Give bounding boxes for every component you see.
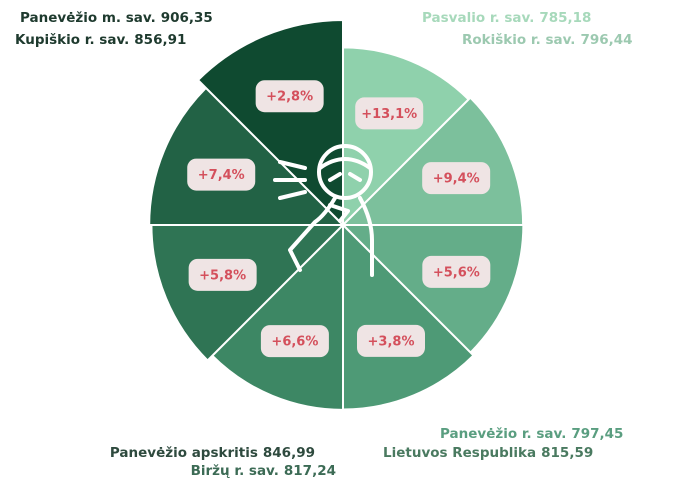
region-value: 906,35 <box>161 10 213 26</box>
change-label: +2,8% <box>266 90 313 105</box>
region-name: Panevėžio r. sav. <box>440 426 566 442</box>
region-name: Kupiškio r. sav. <box>15 32 129 48</box>
region-label: Panevėžio m. sav. 906,35 <box>20 10 213 26</box>
region-label: Panevėžio r. sav. 797,45 <box>440 426 623 442</box>
change-label: +13,1% <box>361 107 417 122</box>
region-name: Pasvalio r. sav. <box>422 10 534 26</box>
change-pill <box>255 80 324 113</box>
change-label: +3,8% <box>368 334 415 349</box>
region-value: 856,91 <box>134 32 186 48</box>
region-label: Pasvalio r. sav. 785,18 <box>422 10 591 26</box>
change-pill <box>188 258 257 291</box>
region-label: Kupiškio r. sav. 856,91 <box>15 32 186 48</box>
region-value: 796,44 <box>580 32 632 48</box>
change-label: +9,4% <box>433 172 480 187</box>
region-name: Biržų r. sav. <box>191 463 279 479</box>
change-pill <box>357 324 426 357</box>
region-name: Lietuvos Respublika <box>383 445 536 461</box>
region-label: Rokiškio r. sav. 796,44 <box>462 32 633 48</box>
sector <box>196 18 344 228</box>
region-value: 846,99 <box>263 445 315 461</box>
region-value: 815,59 <box>541 445 593 461</box>
change-label: +7,4% <box>198 168 245 183</box>
region-label: Lietuvos Respublika 815,59 <box>383 445 593 461</box>
region-name: Panevėžio apskritis <box>110 445 258 461</box>
sector <box>148 86 346 226</box>
region-label: Biržų r. sav. 817,24 <box>191 463 336 479</box>
change-pill <box>355 97 424 130</box>
change-pill <box>422 255 491 288</box>
sector <box>342 46 470 228</box>
sector <box>210 222 344 411</box>
change-label: +5,6% <box>433 265 480 280</box>
region-name: Panevėžio m. sav. <box>20 10 156 26</box>
sneeze-icon <box>273 144 374 277</box>
change-pill <box>260 325 329 358</box>
change-pill <box>422 162 491 195</box>
sector <box>342 222 475 411</box>
region-value: 797,45 <box>571 426 623 442</box>
region-label: Panevėžio apskritis 846,99 <box>110 445 315 461</box>
change-label: +6,6% <box>271 335 318 350</box>
region-value: 785,18 <box>539 10 591 26</box>
region-name: Rokiškio r. sav. <box>462 32 575 48</box>
region-value: 817,24 <box>284 463 336 479</box>
change-pill <box>187 158 256 191</box>
change-label: +5,8% <box>199 268 246 283</box>
